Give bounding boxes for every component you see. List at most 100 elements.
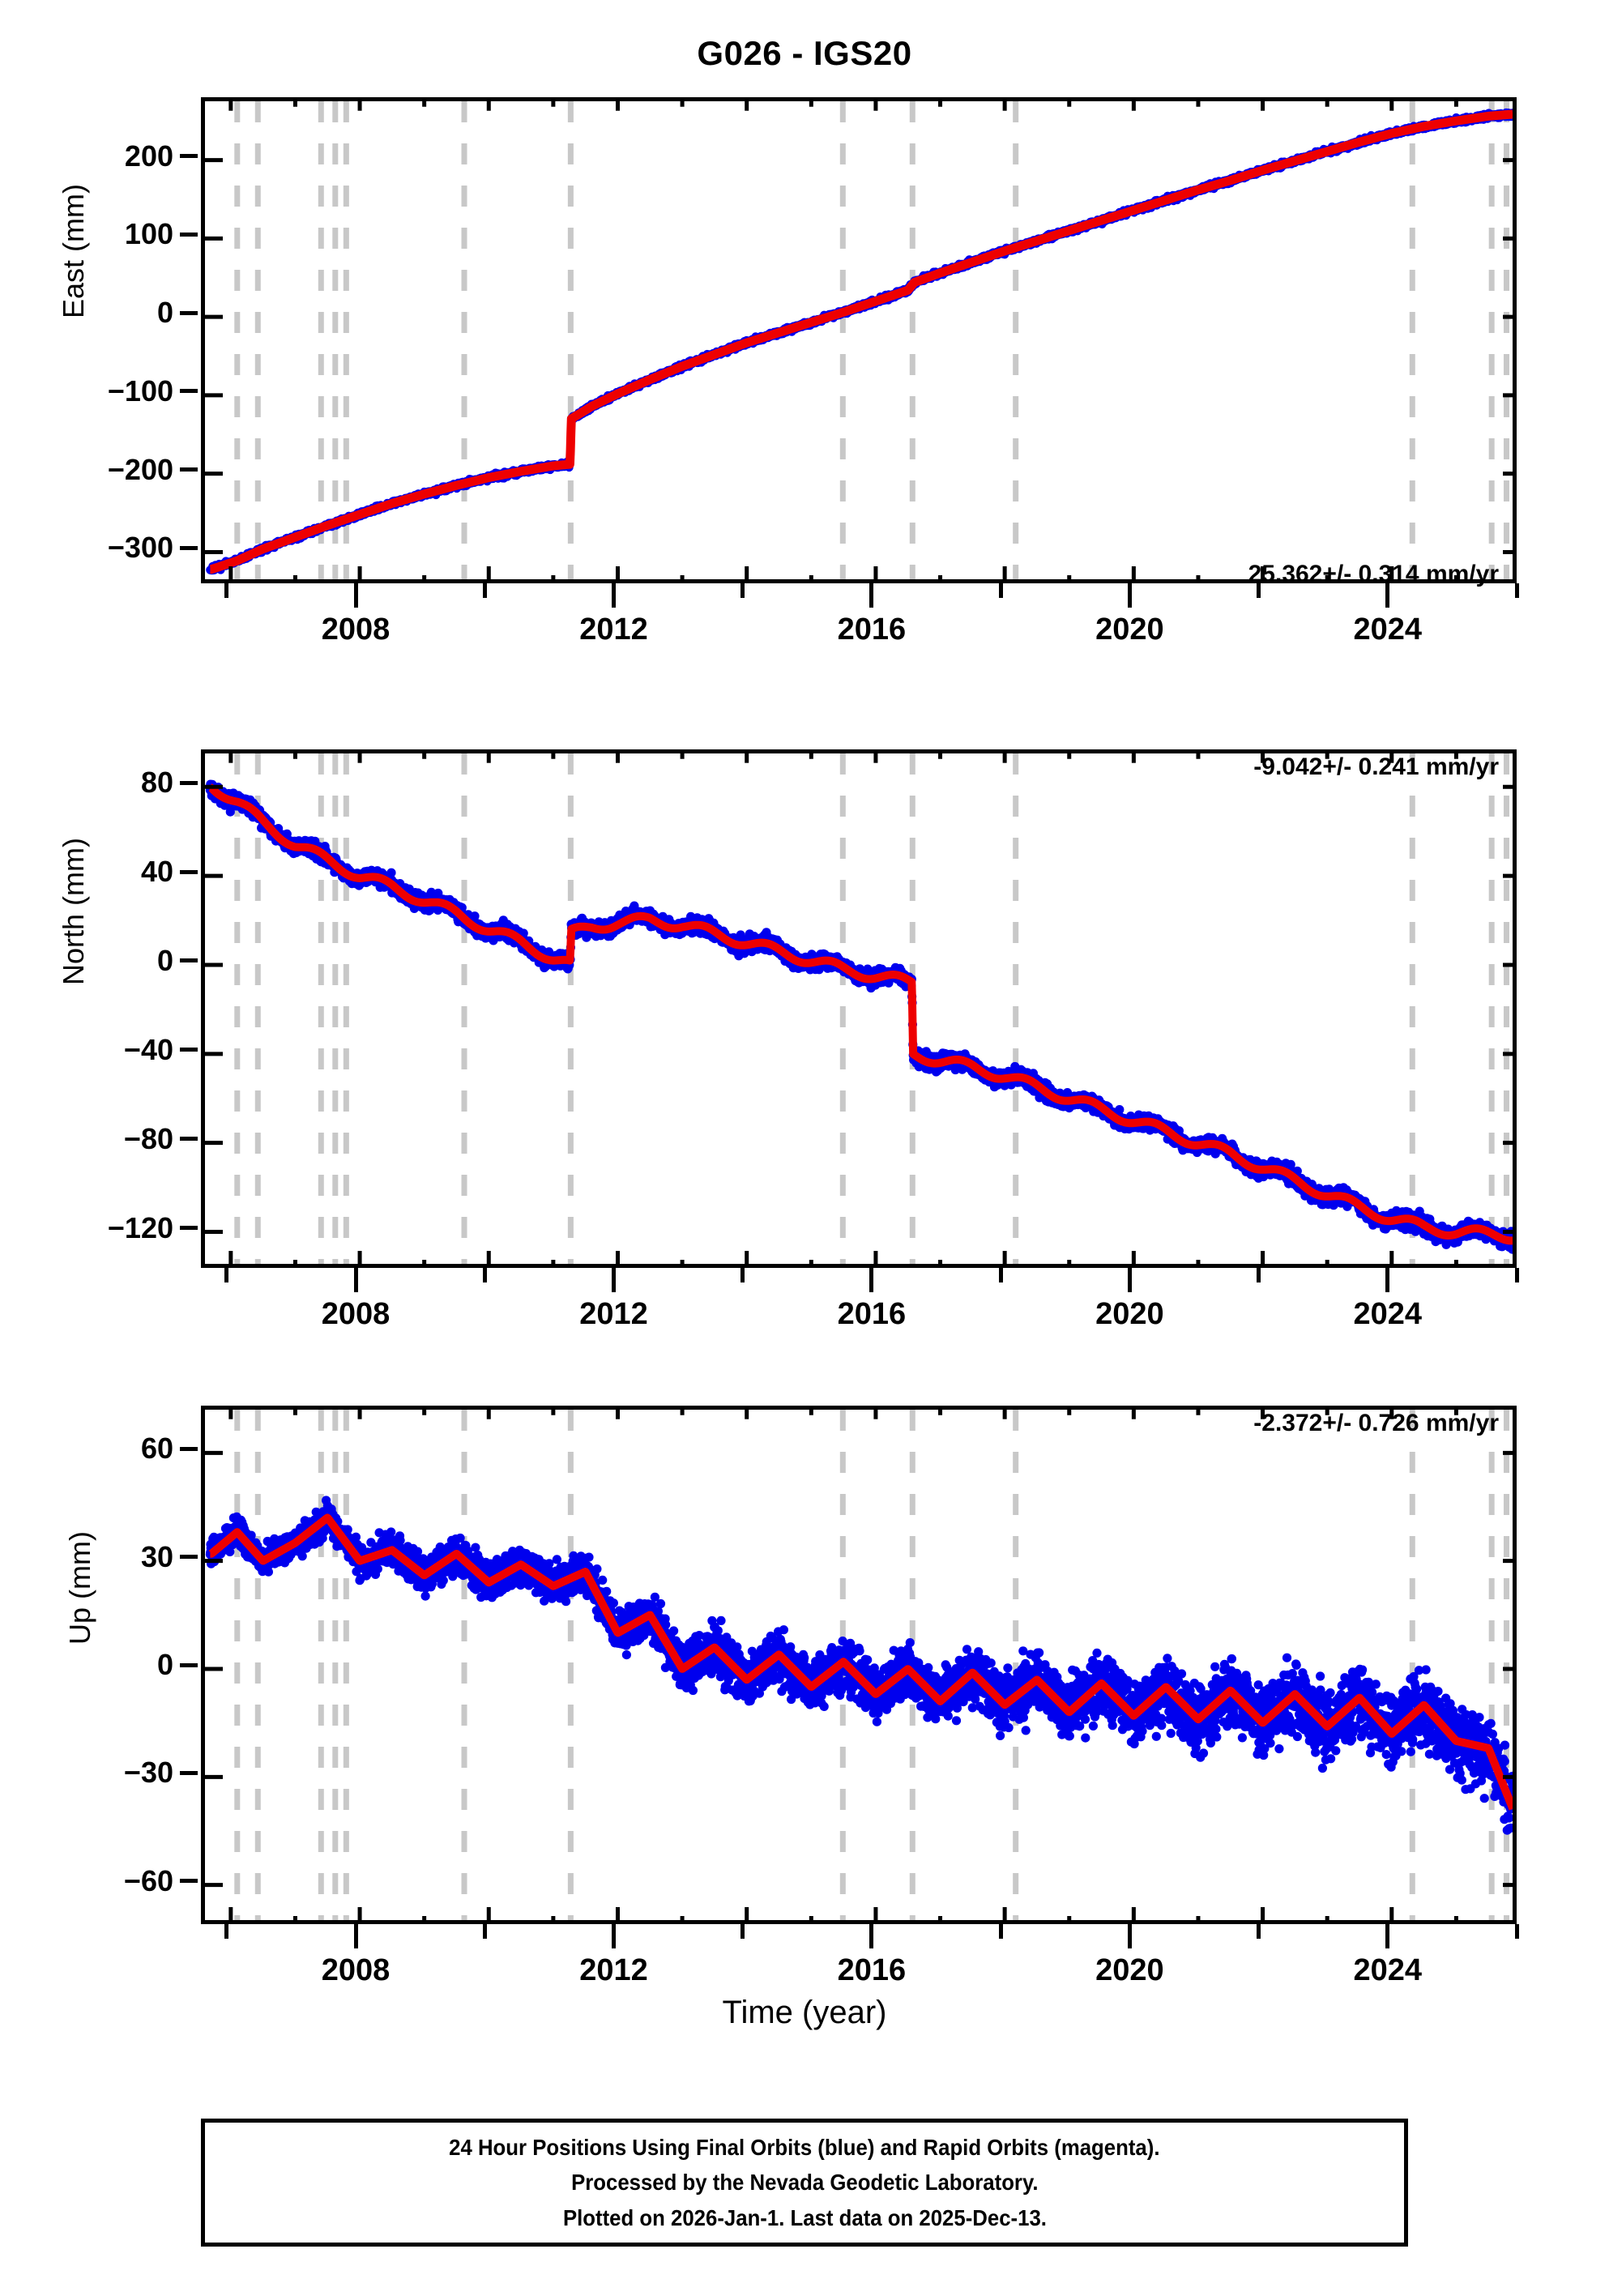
up-ytick-mark: [180, 1446, 198, 1451]
east-xtick-label: 2024: [1353, 612, 1423, 647]
up-ytick-mark: [180, 1662, 198, 1667]
east-ytick-label: −100: [107, 373, 173, 408]
north-ytick-mark: [180, 1137, 198, 1142]
north-xtick-mark: [740, 1268, 745, 1282]
up-ytick-mark: [180, 1879, 198, 1884]
up-xtick-mark: [1385, 1924, 1390, 1948]
north-plot-frame: [201, 749, 1517, 1268]
up-ytick-label: 30: [140, 1539, 173, 1573]
up-xtick-label: 2020: [1095, 1953, 1164, 1987]
north-ytick-label: 0: [156, 943, 173, 977]
up-xtick-mark: [1257, 1924, 1261, 1939]
north-xtick-mark: [869, 1268, 874, 1292]
north-xtick-mark: [1257, 1268, 1261, 1282]
north-plot-canvas: [205, 753, 1513, 1264]
north-ytick-label: 40: [140, 855, 173, 889]
north-xtick-mark: [482, 1268, 487, 1282]
north-xtick-mark: [611, 1268, 616, 1292]
east-xtick-mark: [353, 583, 358, 608]
north-xtick-label: 2012: [579, 1297, 648, 1331]
up-xtick-mark: [353, 1924, 358, 1948]
caption-box: 24 Hour Positions Using Final Orbits (bl…: [201, 2119, 1408, 2247]
up-xtick-mark: [998, 1924, 1003, 1939]
up-xtick-label: 2016: [837, 1953, 907, 1987]
north-xtick-mark: [1385, 1268, 1390, 1292]
north-ytick-mark: [180, 869, 198, 874]
up-xtick-mark: [482, 1924, 487, 1939]
up-xtick-label: 2024: [1353, 1953, 1423, 1987]
east-xtick-mark: [611, 583, 616, 608]
north-xtick-label: 2024: [1353, 1297, 1423, 1331]
up-xtick-mark: [869, 1924, 874, 1948]
north-ytick-mark: [180, 958, 198, 963]
north-panel: [201, 749, 1517, 1268]
up-ytick-label: −30: [123, 1756, 173, 1790]
north-rate-annotation: -9.042+/- 0.241 mm/yr: [1253, 753, 1499, 780]
up-ytick-label: −60: [123, 1863, 173, 1897]
east-ytick-mark: [180, 154, 198, 159]
north-ytick-label: −80: [123, 1121, 173, 1155]
east-xtick-mark: [998, 583, 1003, 598]
up-axis-label: Up (mm): [63, 1531, 96, 1645]
up-ytick-label: 0: [156, 1648, 173, 1681]
up-xtick-mark: [740, 1924, 745, 1939]
up-xtick-mark: [1127, 1924, 1132, 1948]
east-xtick-mark: [1127, 583, 1132, 608]
east-ytick-mark: [180, 545, 198, 550]
east-ytick-mark: [180, 310, 198, 315]
up-plot-canvas: [205, 1410, 1513, 1920]
up-xtick-mark: [224, 1924, 229, 1939]
up-ytick-label: 60: [140, 1432, 173, 1466]
east-xtick-mark: [1257, 583, 1261, 598]
east-xtick-label: 2016: [837, 612, 907, 647]
east-xtick-mark: [1514, 583, 1519, 598]
up-plot-frame: [201, 1406, 1517, 1924]
east-xtick-label: 2008: [321, 612, 391, 647]
north-ytick-label: −120: [107, 1210, 173, 1244]
east-ytick-label: 0: [156, 296, 173, 330]
north-xtick-mark: [998, 1268, 1003, 1282]
up-rate-annotation: -2.372+/- 0.726 mm/yr: [1253, 1410, 1499, 1436]
east-ytick-label: 200: [124, 139, 173, 173]
east-xtick-label: 2012: [579, 612, 648, 647]
caption-line-1: 24 Hour Positions Using Final Orbits (bl…: [449, 2134, 1160, 2160]
caption-line-2: Processed by the Nevada Geodetic Laborat…: [570, 2170, 1039, 2196]
east-ytick-label: −200: [107, 452, 173, 486]
east-xtick-mark: [740, 583, 745, 598]
north-ytick-mark: [180, 1048, 198, 1052]
north-ytick-label: 80: [140, 766, 173, 800]
up-xtick-label: 2012: [579, 1953, 648, 1987]
up-ytick-mark: [180, 1555, 198, 1560]
east-rate-annotation: 25.362+/- 0.314 mm/yr: [1248, 561, 1499, 587]
east-ytick-label: 100: [124, 217, 173, 251]
north-xtick-mark: [224, 1268, 229, 1282]
east-ytick-mark: [180, 467, 198, 472]
up-xtick-mark: [1514, 1924, 1519, 1939]
north-ytick-label: −40: [123, 1032, 173, 1066]
x-axis-label: Time (year): [722, 1995, 887, 2030]
caption-line-3: Plotted on 2026-Jan-1. Last data on 2025…: [562, 2204, 1047, 2230]
north-xtick-label: 2020: [1095, 1297, 1164, 1331]
east-ytick-mark: [180, 389, 198, 394]
east-xtick-mark: [224, 583, 229, 598]
east-panel: [201, 97, 1517, 583]
up-xtick-label: 2008: [321, 1953, 391, 1987]
east-ytick-mark: [180, 232, 198, 237]
north-ytick-mark: [180, 1226, 198, 1231]
east-plot-frame: [201, 97, 1517, 583]
north-xtick-mark: [353, 1268, 358, 1292]
east-plot-canvas: [205, 101, 1513, 579]
east-xtick-mark: [482, 583, 487, 598]
north-xtick-label: 2016: [837, 1297, 907, 1331]
east-xtick-mark: [869, 583, 874, 608]
up-panel: [201, 1406, 1517, 1924]
north-ytick-mark: [180, 780, 198, 785]
page-title: G026 - IGS20: [697, 34, 912, 72]
east-ytick-label: −300: [107, 531, 173, 565]
east-xtick-label: 2020: [1095, 612, 1164, 647]
north-xtick-label: 2008: [321, 1297, 391, 1331]
up-xtick-mark: [611, 1924, 616, 1948]
north-xtick-mark: [1514, 1268, 1519, 1282]
east-xtick-mark: [1385, 583, 1390, 608]
